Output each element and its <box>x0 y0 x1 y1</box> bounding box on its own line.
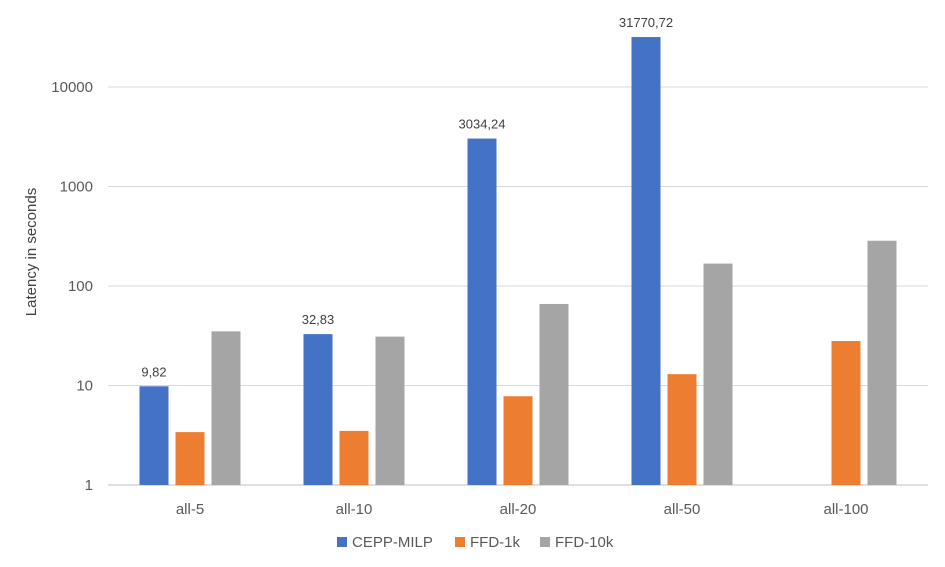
gridlines <box>108 86 928 486</box>
bars <box>139 37 897 486</box>
bar-ffd-1k-all-10 <box>339 430 369 485</box>
x-tick-label: all-5 <box>176 501 204 518</box>
legend-label: FFD-1k <box>470 534 520 551</box>
y-tick-label: 10 <box>76 378 93 395</box>
x-tick-label: all-10 <box>336 501 373 518</box>
data-label: 32,83 <box>302 312 335 327</box>
data-labels: 9,82 32,83 3034,24 31770,72 <box>141 15 673 379</box>
legend-swatch-ffd-10k <box>540 537 550 547</box>
bar-ffd-1k-all-5 <box>175 432 205 485</box>
data-label: 31770,72 <box>619 15 673 30</box>
bar-cepp-milp-all-10 <box>303 334 333 485</box>
bar-ffd-1k-all-50 <box>667 374 697 485</box>
legend-swatch-cepp-milp <box>337 537 347 547</box>
bar-cepp-milp-all-5 <box>139 386 169 485</box>
bar-ffd-10k-all-20 <box>539 303 569 485</box>
legend-label: FFD-10k <box>555 534 614 551</box>
data-label: 9,82 <box>141 364 166 379</box>
y-tick-label: 1 <box>85 477 93 494</box>
x-tick-label: all-20 <box>500 501 537 518</box>
y-tick-label: 100 <box>68 278 93 295</box>
y-axis-label: Latency in seconds <box>23 188 40 316</box>
bar-ffd-1k-all-20 <box>503 396 533 485</box>
x-axis-ticks: all-5 all-10 all-20 all-50 all-100 <box>176 501 869 518</box>
bar-ffd-10k-all-50 <box>703 263 733 485</box>
x-tick-label: all-50 <box>664 501 701 518</box>
legend: CEPP-MILP FFD-1k FFD-10k <box>337 534 614 551</box>
y-tick-label: 1000 <box>60 179 93 196</box>
bar-cepp-milp-all-50 <box>631 37 661 485</box>
legend-swatch-ffd-1k <box>455 537 465 547</box>
x-tick-label: all-100 <box>823 501 868 518</box>
bar-ffd-10k-all-10 <box>375 336 405 485</box>
y-axis-ticks: 1 10 100 1000 10000 <box>51 79 93 494</box>
bar-ffd-10k-all-100 <box>867 240 897 485</box>
bar-ffd-10k-all-5 <box>211 331 241 485</box>
y-tick-label: 10000 <box>51 79 93 96</box>
data-label: 3034,24 <box>459 117 506 132</box>
bar-ffd-1k-all-100 <box>831 341 861 485</box>
legend-label: CEPP-MILP <box>352 534 433 551</box>
bar-cepp-milp-all-20 <box>467 138 497 486</box>
